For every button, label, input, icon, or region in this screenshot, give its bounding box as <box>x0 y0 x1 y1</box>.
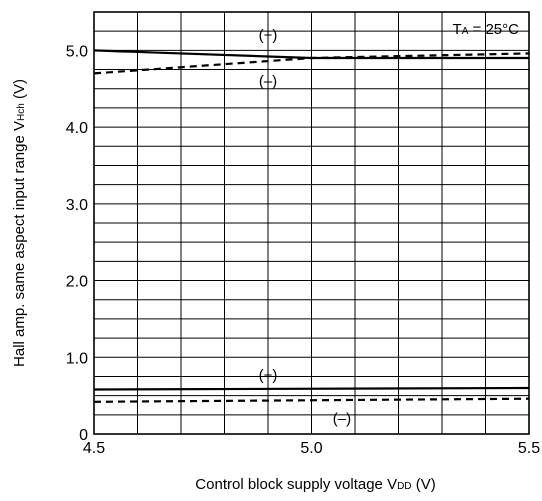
annotations: (+) (–) (+) (–) <box>259 27 351 428</box>
series-annotation: (+) <box>259 367 278 384</box>
y-tick-label: 0 <box>79 427 88 444</box>
y-tick-label: 2.0 <box>66 274 88 291</box>
y-tick-label: 3.0 <box>66 197 88 214</box>
series-annotation: (–) <box>333 411 351 428</box>
y-tick-label: 5.0 <box>66 43 88 60</box>
x-tick-label: 5.0 <box>300 440 322 457</box>
y-axis-title: Hall amp. same aspect input range VHch (… <box>11 79 28 367</box>
grid <box>94 12 529 434</box>
series-line-2 <box>93 52 530 75</box>
x-tick-label: 4.5 <box>83 440 105 457</box>
series-line-3 <box>93 386 530 391</box>
series-layer <box>93 49 530 403</box>
tick-labels: 4.5 5.0 5.5 0 1.0 2.0 3.0 4.0 5.0 <box>66 43 540 457</box>
plot-frame <box>93 11 530 435</box>
x-axis-title: Control block supply voltage VDD (V) <box>195 476 435 493</box>
y-tick-label: 1.0 <box>66 350 88 367</box>
temperature-condition-label: TA = 25°C <box>453 21 520 38</box>
series-annotation: (–) <box>259 73 277 90</box>
y-tick-label: 4.0 <box>66 120 88 137</box>
series-line-4 <box>93 397 530 403</box>
x-tick-label: 5.5 <box>518 440 540 457</box>
series-annotation: (+) <box>259 27 278 44</box>
